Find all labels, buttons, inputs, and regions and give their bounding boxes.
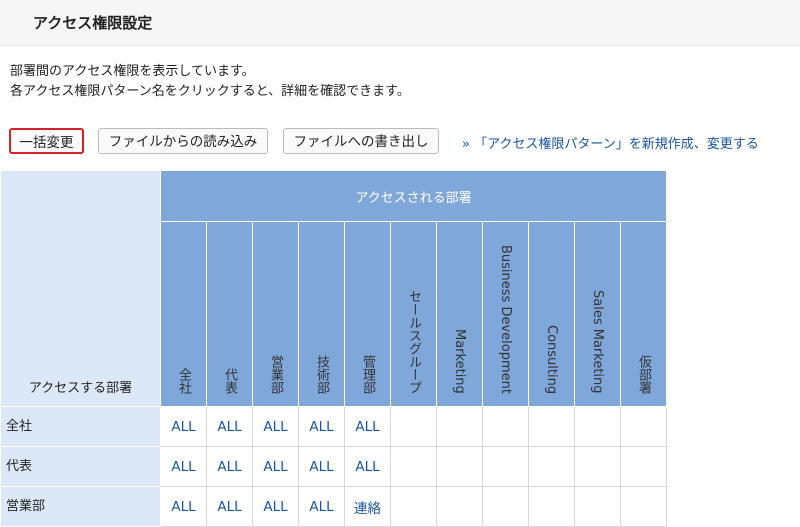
empty-cell: [482, 486, 529, 527]
column-header: Consulting: [528, 221, 575, 407]
empty-cell: [482, 406, 529, 447]
empty-cell: [390, 446, 437, 487]
permission-cell[interactable]: ALL: [160, 406, 207, 447]
column-header: 技術部: [298, 221, 345, 407]
column-header: Business Development: [482, 221, 529, 407]
permission-cell[interactable]: ALL: [206, 406, 253, 447]
permission-cell[interactable]: ALL: [160, 446, 207, 487]
column-label: Consulting: [544, 324, 559, 394]
description-line: 各アクセス権限パターン名をクリックすると、詳細を確認できます。: [10, 84, 410, 99]
empty-cell: [528, 486, 575, 527]
column-header: 代表: [206, 221, 253, 407]
empty-cell: [436, 486, 483, 527]
header: アクセス権限設定: [0, 0, 800, 46]
column-label: 管理部: [360, 355, 375, 394]
empty-cell: [528, 406, 575, 447]
column-group-header: アクセスされる部署: [160, 170, 667, 222]
data-row: 全社 ALL ALL ALL ALL ALL: [0, 406, 667, 447]
empty-cell: [620, 446, 667, 487]
column-label: 営業部: [268, 355, 283, 394]
permission-cell[interactable]: ALL: [206, 446, 253, 487]
row-header: アクセスする部署: [0, 170, 161, 407]
permission-cell[interactable]: 連絡: [344, 486, 391, 527]
column-label: 技術部: [314, 355, 329, 394]
column-label: Business Development: [498, 245, 513, 394]
empty-cell: [620, 406, 667, 447]
import-button[interactable]: ファイルからの読み込み: [98, 128, 268, 154]
permission-cell[interactable]: ALL: [252, 406, 299, 447]
column-header: セールスグループ: [390, 221, 437, 407]
export-button[interactable]: ファイルへの書き出し: [283, 128, 439, 154]
permission-cell[interactable]: ALL: [298, 446, 345, 487]
permission-table: アクセスする部署 アクセスされる部署 全社 代表 営業部 技術部 管理部 セールスグループ Ma…: [0, 170, 667, 527]
empty-cell: [574, 446, 621, 487]
column-label: Marketing: [452, 329, 467, 394]
description: 部署間のアクセス権限を表示しています。 各アクセス権限パターン名をクリックすると…: [10, 62, 410, 102]
row-label: 全社: [0, 406, 161, 447]
column-header: Marketing: [436, 221, 483, 407]
empty-cell: [574, 486, 621, 527]
permission-cell[interactable]: ALL: [252, 446, 299, 487]
data-row: 代表 ALL ALL ALL ALL ALL: [0, 446, 667, 487]
column-label: セールスグループ: [406, 290, 421, 394]
column-header: 営業部: [252, 221, 299, 407]
empty-cell: [620, 486, 667, 527]
column-header: Sales Marketing: [574, 221, 621, 407]
empty-cell: [436, 406, 483, 447]
row-label: 代表: [0, 446, 161, 487]
column-label: 全社: [176, 368, 191, 394]
page-title: アクセス権限設定: [33, 14, 153, 32]
header-row: アクセスする部署 アクセスされる部署: [0, 170, 667, 407]
permission-cell[interactable]: ALL: [298, 406, 345, 447]
column-label: Sales Marketing: [590, 290, 605, 394]
bulk-change-button[interactable]: 一括変更: [9, 128, 84, 154]
data-row: 営業部 ALL ALL ALL ALL 連絡: [0, 486, 667, 527]
column-label: 仮部署: [636, 355, 651, 394]
empty-cell: [574, 406, 621, 447]
permission-cell[interactable]: ALL: [252, 486, 299, 527]
column-header: 仮部署: [620, 221, 667, 407]
empty-cell: [390, 486, 437, 527]
empty-cell: [482, 446, 529, 487]
pattern-link[interactable]: » 「アクセス権限パターン」を新規作成、変更する: [462, 137, 759, 152]
column-header: 管理部: [344, 221, 391, 407]
permission-cell[interactable]: ALL: [344, 406, 391, 447]
row-label: 営業部: [0, 486, 161, 527]
permission-cell[interactable]: ALL: [160, 486, 207, 527]
column-label: 代表: [222, 368, 237, 394]
permission-cell[interactable]: ALL: [298, 486, 345, 527]
empty-cell: [528, 446, 575, 487]
empty-cell: [390, 406, 437, 447]
permission-cell[interactable]: ALL: [344, 446, 391, 487]
empty-cell: [436, 446, 483, 487]
header-row: 全社 代表 営業部 技術部 管理部 セールスグループ Marketing Business D…: [1, 221, 667, 407]
description-line: 部署間のアクセス権限を表示しています。: [10, 64, 255, 79]
column-header: 全社: [160, 221, 207, 407]
permission-cell[interactable]: ALL: [206, 486, 253, 527]
